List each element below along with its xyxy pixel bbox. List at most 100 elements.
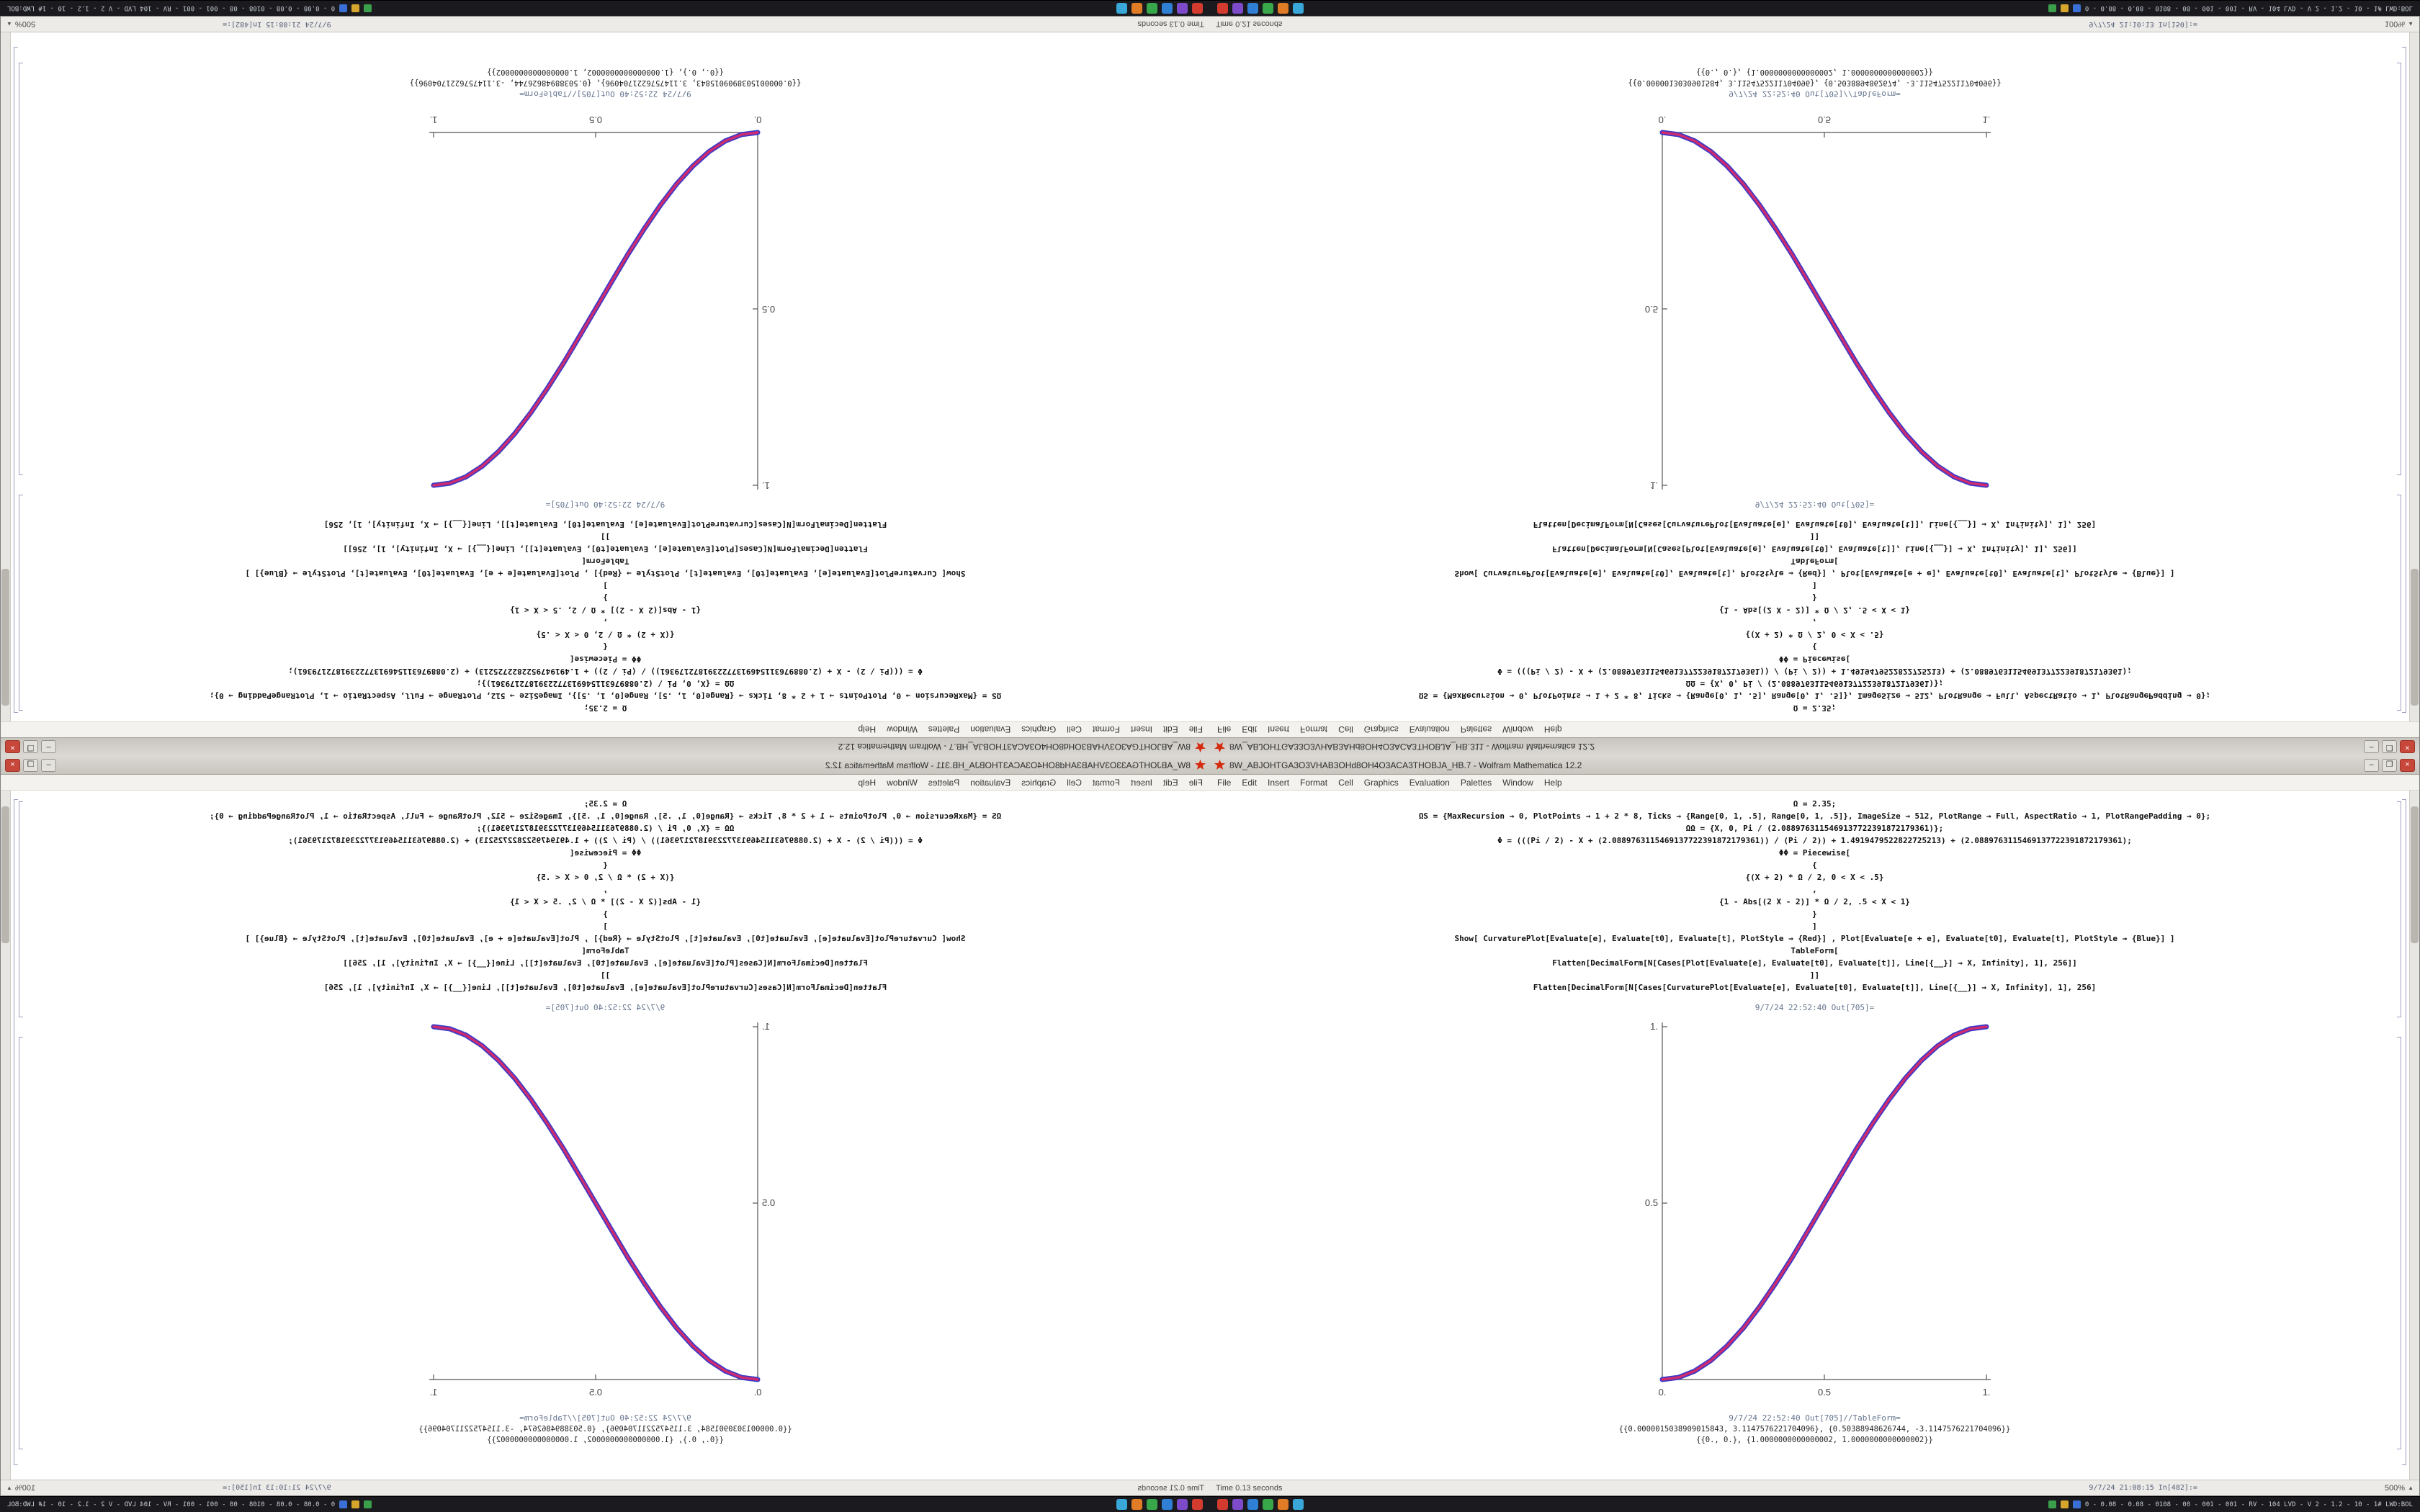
menu-item[interactable]: Evaluation xyxy=(970,777,1011,788)
notebook-input-line[interactable]: , xyxy=(1812,618,1817,627)
notebook-input-line[interactable]: {1 - Abs[(2 X - 2)] * Ω / 2, .5 < X < 1} xyxy=(1719,606,1910,615)
notebook-input-line[interactable]: ΩΩ = {X, 0, Pi / (2.08897631154691377223… xyxy=(1685,824,1944,833)
notebook-input-line[interactable]: TableForm[ xyxy=(1791,946,1839,955)
scrollbar-thumb[interactable] xyxy=(2411,569,2419,706)
notebook-input-line[interactable]: Show[ CurvaturePlot[Evaluate[e], Evaluat… xyxy=(1454,569,2175,578)
vertical-scrollbar[interactable] xyxy=(2409,32,2419,721)
taskbar-icon-cyan[interactable] xyxy=(1116,3,1127,14)
taskbar-icon-blue[interactable] xyxy=(1162,3,1173,14)
notebook-input-line[interactable]: TableForm[ xyxy=(1791,557,1839,566)
notebook-input-line[interactable]: Ω = 2.35; xyxy=(1793,703,1837,713)
taskbar-icon-orange[interactable] xyxy=(1278,3,1289,14)
notebook-input-line[interactable]: Show[ CurvaturePlot[Evaluate[e], Evaluat… xyxy=(1454,934,2175,943)
taskbar-icon-red[interactable] xyxy=(1217,1499,1228,1510)
tray-icon-amber[interactable] xyxy=(351,4,360,12)
notebook-input-line[interactable]: {1 - Abs[(2 X - 2)] * Ω / 2, .5 < X < 1} xyxy=(1719,897,1910,906)
notebook-input-line[interactable]: ΦΦ = Piecewise[ xyxy=(569,654,642,664)
notebook-input-line[interactable]: ]] xyxy=(1809,971,1820,980)
menu-item[interactable]: Window xyxy=(887,777,918,788)
menu-item[interactable]: Graphics xyxy=(1363,777,1399,788)
menu-item[interactable]: Help xyxy=(1543,777,1562,788)
notebook-input-line[interactable]: Flatten[DecimalForm[N[Cases[Plot[Evaluat… xyxy=(1552,958,2077,968)
notebook-input-line[interactable]: Ω = 2.35; xyxy=(1793,799,1837,809)
notebook-input-line[interactable]: ΩS = {MaxRecursion → 0, PlotPoints → 1 +… xyxy=(1418,691,2211,701)
tray-icon-green[interactable] xyxy=(364,1500,372,1508)
scrollbar-thumb[interactable] xyxy=(1,569,9,706)
minimize-button[interactable]: – xyxy=(2364,740,2379,754)
close-button[interactable]: × xyxy=(5,740,20,754)
taskbar-icon-orange[interactable] xyxy=(1278,1499,1289,1510)
notebook-input-line[interactable]: Flatten[DecimalForm[N[Cases[CurvaturePlo… xyxy=(1533,520,2097,529)
vertical-scrollbar[interactable] xyxy=(1,791,11,1480)
notebook-canvas[interactable]: Ω = 2.35; ΩS = {MaxRecursion → 0, PlotPoi… xyxy=(1,32,1210,721)
notebook-input-line[interactable]: ] xyxy=(603,581,608,590)
notebook-input-line[interactable]: ΩΩ = {X, 0, Pi / (2.08897631154691377223… xyxy=(1685,679,1944,688)
taskbar-icon-green[interactable] xyxy=(1263,3,1273,14)
notebook-input-line[interactable]: Flatten[DecimalForm[N[Cases[Plot[Evaluat… xyxy=(1552,544,2077,554)
scrollbar-thumb[interactable] xyxy=(1,806,9,943)
notebook-input-line[interactable]: TableForm[ xyxy=(581,946,629,955)
maximize-button[interactable]: ❐ xyxy=(23,758,38,772)
menu-item[interactable]: Edit xyxy=(1242,777,1258,788)
cell-bracket[interactable] xyxy=(2397,63,2401,475)
notebook-input-line[interactable]: ] xyxy=(1812,581,1817,590)
notebook-input-line[interactable]: ] xyxy=(603,922,608,931)
window-titlebar[interactable]: 8W_ABJOHTGA3O3VHAB3OHd8OH4O3ACA3THOBJA_H… xyxy=(1,737,1210,756)
notebook-input-line[interactable]: Flatten[DecimalForm[N[Cases[CurvaturePlo… xyxy=(1533,983,2097,992)
cell-bracket[interactable] xyxy=(2402,47,2406,713)
tray-icon-blue[interactable] xyxy=(2072,4,2081,12)
menu-item[interactable]: Format xyxy=(1300,724,1328,735)
notebook-input-line[interactable]: Flatten[DecimalForm[N[Cases[CurvaturePlo… xyxy=(323,983,887,992)
menu-item[interactable]: File xyxy=(1188,777,1203,788)
tray-icon-amber[interactable] xyxy=(2060,1500,2069,1508)
notebook-input-line[interactable]: {(X + 2) * Ω / 2, 0 < X < .5} xyxy=(536,873,675,882)
scrollbar-thumb[interactable] xyxy=(2411,806,2419,943)
menu-item[interactable]: Graphics xyxy=(1021,724,1057,735)
menu-item[interactable]: Cell xyxy=(1338,777,1353,788)
taskbar-icon-cyan[interactable] xyxy=(1293,1499,1304,1510)
taskbar-icon-green[interactable] xyxy=(1147,3,1157,14)
notebook-input-line[interactable]: Show[ CurvaturePlot[Evaluate[e], Evaluat… xyxy=(245,569,966,578)
menu-item[interactable]: Edit xyxy=(1162,777,1178,788)
notebook-input-line[interactable]: Φ = (((Pi / 2) - X + (2.0889763115469137… xyxy=(288,836,923,845)
menu-item[interactable]: Edit xyxy=(1242,724,1258,735)
cell-bracket[interactable] xyxy=(19,495,23,711)
menu-item[interactable]: Evaluation xyxy=(1409,724,1450,735)
notebook-input-line[interactable]: Show[ CurvaturePlot[Evaluate[e], Evaluat… xyxy=(245,934,966,943)
cell-bracket[interactable] xyxy=(14,799,18,1465)
menu-item[interactable]: Format xyxy=(1300,777,1328,788)
menu-item[interactable]: Graphics xyxy=(1021,777,1057,788)
menu-item[interactable]: Palettes xyxy=(1460,777,1492,788)
taskbar-icon-blue[interactable] xyxy=(1247,1499,1258,1510)
close-button[interactable]: × xyxy=(2400,758,2415,772)
menu-item[interactable]: Help xyxy=(858,777,877,788)
menu-item[interactable]: Insert xyxy=(1130,724,1152,735)
maximize-button[interactable]: ❐ xyxy=(23,740,38,754)
cell-bracket[interactable] xyxy=(14,47,18,713)
taskbar-icon-blue[interactable] xyxy=(1162,1499,1173,1510)
notebook-input-line[interactable]: Φ = (((Pi / 2) - X + (2.0889763115469137… xyxy=(1497,836,2132,845)
notebook-input-line[interactable]: ΦΦ = Piecewise[ xyxy=(1778,654,1851,664)
menu-item[interactable]: Palettes xyxy=(928,777,960,788)
cell-bracket[interactable] xyxy=(2397,495,2401,711)
notebook-canvas[interactable]: Ω = 2.35; ΩS = {MaxRecursion → 0, PlotPoi… xyxy=(1210,791,2419,1480)
taskbar-icon-purple[interactable] xyxy=(1177,3,1188,14)
notebook-input-line[interactable]: ΩS = {MaxRecursion → 0, PlotPoints → 1 +… xyxy=(1418,811,2211,821)
notebook-input-line[interactable]: ] xyxy=(1812,922,1817,931)
tray-icon-blue[interactable] xyxy=(2072,1500,2081,1508)
taskbar-icon-orange[interactable] xyxy=(1131,3,1142,14)
taskbar-icon-purple[interactable] xyxy=(1177,1499,1188,1510)
maximize-button[interactable]: ❐ xyxy=(2382,758,2397,772)
tray-icon-green[interactable] xyxy=(2048,4,2056,12)
notebook-input-line[interactable]: , xyxy=(603,885,608,894)
menu-item[interactable]: Cell xyxy=(1067,724,1082,735)
cell-bracket[interactable] xyxy=(19,1037,23,1449)
notebook-input-line[interactable]: ΩΩ = {X, 0, Pi / (2.08897631154691377223… xyxy=(476,824,735,833)
notebook-input-line[interactable]: { xyxy=(603,860,608,870)
tray-icon-amber[interactable] xyxy=(351,1500,360,1508)
minimize-button[interactable]: – xyxy=(41,740,56,754)
notebook-input-line[interactable]: { xyxy=(1812,642,1817,652)
notebook-input-line[interactable]: ]] xyxy=(600,971,611,980)
maximize-button[interactable]: ❐ xyxy=(2382,740,2397,754)
vertical-scrollbar[interactable] xyxy=(1,32,11,721)
